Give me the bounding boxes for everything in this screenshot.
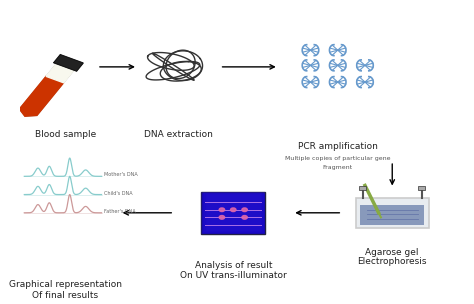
Text: DNA extraction: DNA extraction — [144, 130, 213, 139]
Text: Multiple copies of particular gene: Multiple copies of particular gene — [285, 156, 391, 161]
Circle shape — [230, 208, 236, 212]
Text: Analysis of result: Analysis of result — [194, 261, 272, 270]
Text: Father's DNA: Father's DNA — [104, 209, 136, 214]
Circle shape — [242, 208, 247, 212]
Bar — [201, 192, 265, 234]
Polygon shape — [19, 64, 74, 116]
Bar — [356, 198, 428, 228]
Bar — [360, 205, 424, 225]
Text: Graphical representation: Graphical representation — [9, 280, 122, 289]
Bar — [359, 186, 366, 190]
Polygon shape — [46, 64, 74, 83]
Bar — [203, 192, 264, 233]
Bar — [206, 194, 261, 231]
Polygon shape — [19, 76, 64, 116]
Text: Blood sample: Blood sample — [35, 130, 96, 139]
Circle shape — [242, 216, 247, 219]
Circle shape — [219, 216, 225, 219]
Text: PCR amplification: PCR amplification — [298, 142, 378, 151]
Text: Mother's DNA: Mother's DNA — [104, 172, 137, 177]
Text: Fragment: Fragment — [323, 165, 353, 170]
Text: Of final results: Of final results — [32, 291, 98, 300]
Polygon shape — [54, 55, 83, 71]
Bar — [207, 195, 260, 230]
Bar — [201, 192, 265, 234]
Text: On UV trans-illuminator: On UV trans-illuminator — [180, 271, 287, 280]
Text: Electrophoresis: Electrophoresis — [357, 257, 427, 267]
Bar — [418, 186, 425, 190]
Text: Agarose gel: Agarose gel — [365, 248, 419, 257]
Text: Child's DNA: Child's DNA — [104, 191, 132, 195]
Bar — [204, 193, 262, 232]
Circle shape — [219, 208, 225, 212]
